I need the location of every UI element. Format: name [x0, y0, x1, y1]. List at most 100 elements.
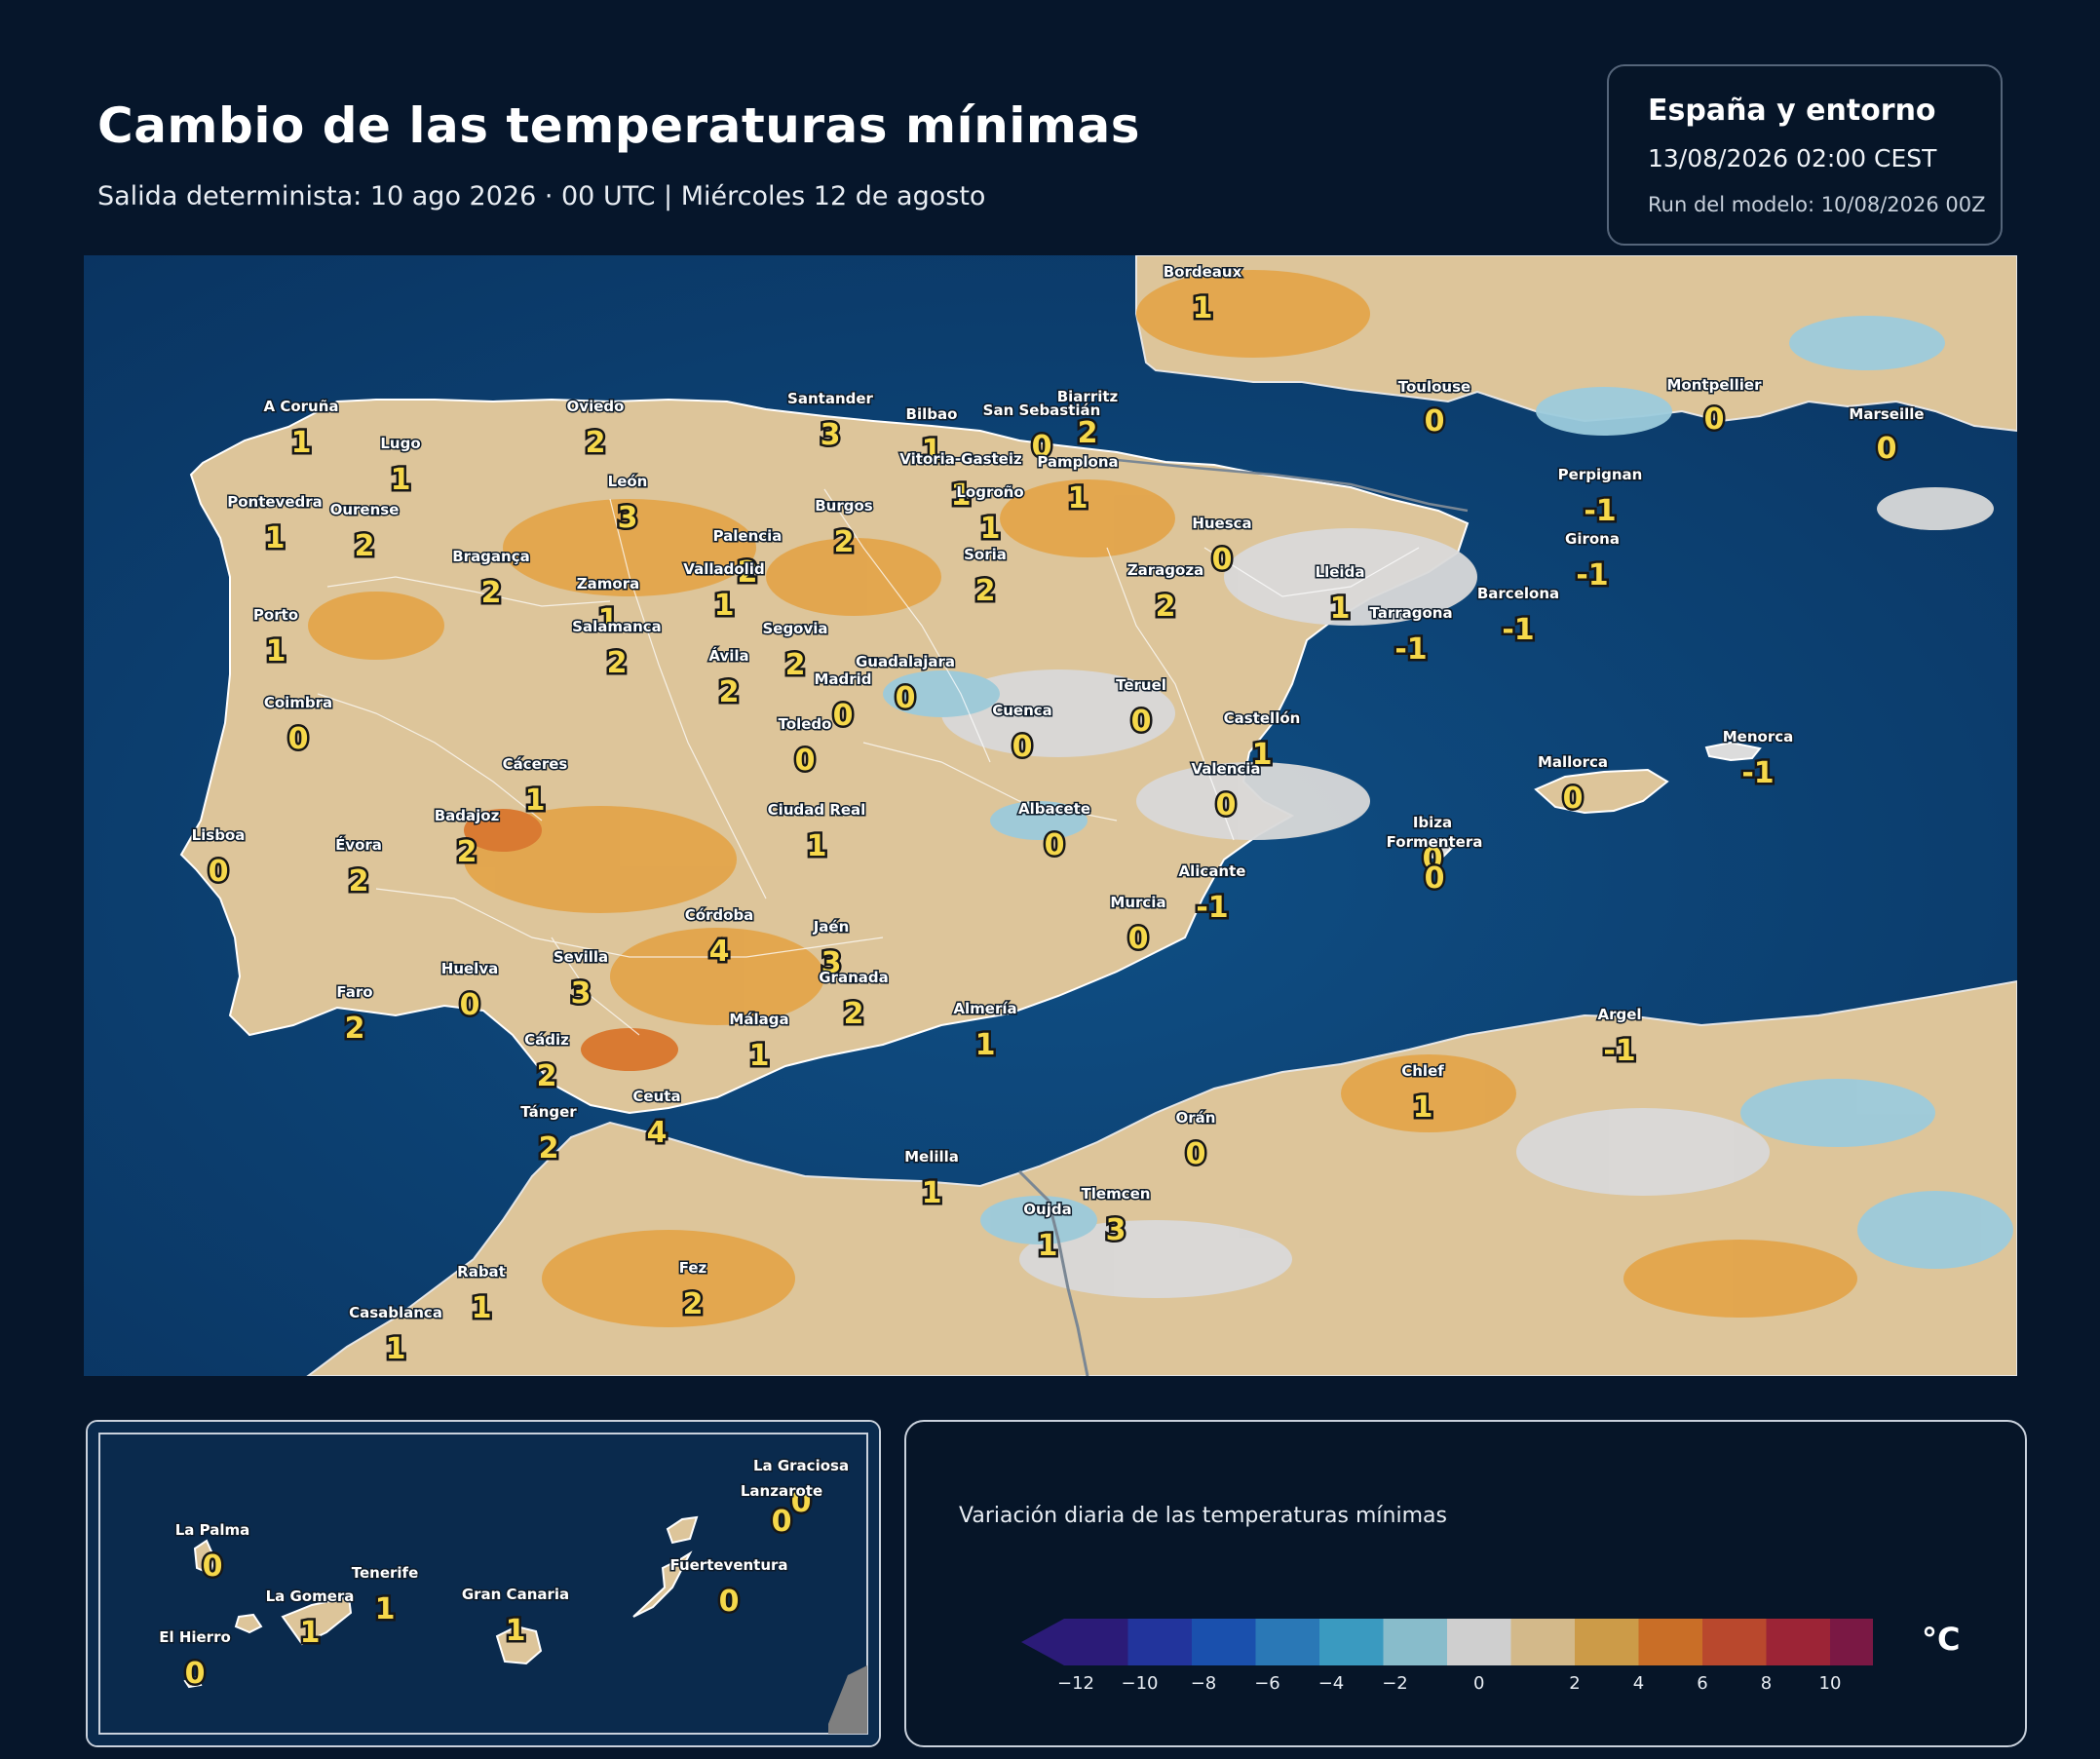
city-marker-rabat[interactable]: Rabat 1	[456, 1262, 508, 1328]
temperature-change-field	[308, 270, 2013, 1327]
city-marker-teruel[interactable]: Teruel 0	[1115, 675, 1168, 742]
city-marker-albacete[interactable]: Albacete 0	[1016, 799, 1091, 865]
temperature-change-value: 0	[772, 1505, 792, 1539]
temperature-change-value: 0	[1212, 543, 1233, 577]
city-marker-tlemcen[interactable]: Tlemcen 3	[1080, 1184, 1152, 1250]
city-marker-santander[interactable]: Santander 3	[786, 389, 875, 455]
city-name: Casablanca	[349, 1304, 442, 1321]
city-marker-jaen[interactable]: Jaén 3	[811, 917, 851, 983]
main-map[interactable]: Bordeaux 1 Toulouse 0 Montpellier 0 Marseille 0…	[84, 255, 2017, 1376]
city-marker-pontevedra[interactable]: Pontevedra 1	[226, 492, 325, 558]
temperature-change-value: 0	[833, 699, 854, 733]
temperature-change-value: -1	[1196, 891, 1228, 925]
city-marker-segovia[interactable]: Segovia 2	[761, 619, 829, 685]
city-marker-guadalajara[interactable]: Guadalajara 0	[854, 652, 956, 718]
region-label: España y entorno	[1648, 94, 1936, 128]
colorbar-segment	[1383, 1619, 1448, 1665]
city-marker-alicante[interactable]: Alicante -1	[1177, 861, 1247, 928]
city-marker-pamplona[interactable]: Pamplona 1	[1036, 452, 1120, 518]
island-marker-el-hierro[interactable]: El Hierro 0	[158, 1627, 233, 1694]
city-marker-coimbra[interactable]: Coimbra 0	[262, 693, 333, 759]
city-name: Marseille	[1849, 405, 1924, 423]
city-marker-ibiza[interactable]: Ibiza 0	[1411, 813, 1453, 879]
city-marker-cadiz[interactable]: Cádiz 2	[523, 1030, 571, 1096]
city-marker-barcelona[interactable]: Barcelona -1	[1475, 584, 1560, 650]
city-marker-soria[interactable]: Soria 2	[963, 545, 1009, 611]
city-marker-valladolid[interactable]: Valladolid 1	[682, 559, 766, 626]
city-marker-tarragona[interactable]: Tarragona -1	[1368, 603, 1454, 669]
city-marker-fez[interactable]: Fez 2	[677, 1258, 708, 1324]
city-marker-bilbao[interactable]: Bilbao 1	[904, 404, 959, 471]
city-marker-oujda[interactable]: Oujda 1	[1022, 1200, 1073, 1266]
city-marker-zaragoza[interactable]: Zaragoza 2	[1126, 560, 1204, 627]
city-marker-oviedo[interactable]: Oviedo 2	[565, 397, 626, 463]
city-marker-huesca[interactable]: Huesca 0	[1191, 514, 1253, 580]
city-marker-lugo[interactable]: Lugo 1	[379, 434, 422, 500]
island-marker-la-graciosa[interactable]: La Graciosa 0	[751, 1456, 850, 1522]
city-marker-salamanca[interactable]: Salamanca 2	[571, 617, 664, 683]
city-marker-faro[interactable]: Faro 2	[335, 982, 374, 1049]
city-marker-vitoria-gasteiz[interactable]: Vitoria-Gasteiz 1	[898, 449, 1024, 516]
city-marker-sevilla[interactable]: Sevilla 3	[552, 947, 609, 1013]
temperature-change-value: 2	[607, 646, 628, 680]
city-marker-lisboa[interactable]: Lisboa 0	[190, 825, 247, 892]
city-marker-almeria[interactable]: Almería 1	[952, 999, 1018, 1065]
colorbar-segment	[1127, 1619, 1193, 1665]
city-marker-madrid[interactable]: Madrid 0	[813, 669, 873, 736]
city-marker-cuenca[interactable]: Cuenca 0	[991, 701, 1054, 767]
canary-islands-inset[interactable]: La Graciosa 0 Lanzarote 0 La Palma 0 Fuerteven…	[86, 1420, 881, 1747]
city-marker-braganca[interactable]: Bragança 2	[451, 547, 532, 613]
city-marker-zamora[interactable]: Zamora 1	[575, 574, 640, 640]
city-marker-casablanca[interactable]: Casablanca 1	[348, 1303, 444, 1369]
city-marker-perpignan[interactable]: Perpignan -1	[1556, 465, 1644, 531]
city-marker-ceuta[interactable]: Ceuta 4	[631, 1087, 682, 1153]
city-marker-menorca[interactable]: Menorca -1	[1721, 727, 1795, 793]
temperature-change-value: 0	[1425, 861, 1445, 896]
city-marker-ourense[interactable]: Ourense 2	[328, 500, 401, 566]
city-marker-bordeaux[interactable]: Bordeaux 1	[1162, 262, 1243, 328]
city-marker-chlef[interactable]: Chlef 1	[1400, 1061, 1446, 1128]
city-marker-montpellier[interactable]: Montpellier 0	[1665, 375, 1764, 440]
city-marker-burgos[interactable]: Burgos 2	[814, 496, 875, 562]
city-marker-badajoz[interactable]: Badajoz 2	[433, 806, 501, 872]
city-marker-biarritz[interactable]: Biarritz 2	[1055, 387, 1120, 453]
city-marker-logrono[interactable]: Logroño 1	[955, 482, 1025, 549]
city-marker-toulouse[interactable]: Toulouse 0	[1396, 377, 1471, 441]
city-marker-argel[interactable]: Argel -1	[1596, 1005, 1643, 1071]
island-marker-gran-canaria[interactable]: Gran Canaria 1	[460, 1585, 570, 1651]
island-marker-la-palma[interactable]: La Palma 0	[173, 1520, 251, 1587]
city-marker-a-coruna[interactable]: A Coruña 1	[262, 397, 340, 463]
city-marker-valencia[interactable]: Valencia 0	[1190, 759, 1262, 825]
city-marker-huelva[interactable]: Huelva 0	[439, 959, 499, 1025]
city-marker-avila[interactable]: Ávila 2	[707, 645, 750, 712]
island-marker-fuerteventura[interactable]: Fuerteventura 0	[668, 1555, 789, 1622]
inset-frame	[98, 1433, 868, 1735]
city-marker-granada[interactable]: Granada 2	[818, 968, 891, 1034]
island-marker-la-gomera[interactable]: La Gomera 1	[264, 1587, 356, 1653]
city-marker-mallorca[interactable]: Mallorca 0	[1536, 752, 1609, 819]
city-marker-toledo[interactable]: Toledo 0	[777, 714, 833, 781]
temperature-change-value: 0	[460, 988, 480, 1022]
city-marker-lleida[interactable]: Lleida 1	[1314, 562, 1366, 629]
city-marker-girona[interactable]: Girona -1	[1564, 529, 1622, 595]
city-marker-palencia[interactable]: Palencia 2	[711, 526, 783, 593]
city-marker-porto[interactable]: Porto 1	[251, 605, 299, 671]
city-marker-melilla[interactable]: Melilla 1	[903, 1147, 961, 1213]
city-marker-ciudad-real[interactable]: Ciudad Real 1	[766, 800, 867, 866]
city-name: Huelva	[441, 960, 498, 977]
colorbar-segment	[1255, 1619, 1320, 1665]
island-marker-tenerife[interactable]: Tenerife 1	[350, 1563, 420, 1629]
city-marker-caceres[interactable]: Cáceres 1	[501, 754, 569, 821]
city-marker-castellon[interactable]: Castellón 1	[1222, 708, 1302, 775]
city-marker-marseille[interactable]: Marseille 0	[1848, 404, 1926, 469]
city-marker-san-sebastian[interactable]: San Sebastián 0	[981, 401, 1102, 467]
city-marker-oran[interactable]: Orán 0	[1174, 1108, 1217, 1174]
city-marker-leon[interactable]: León 3	[606, 472, 649, 538]
city-marker-cordoba[interactable]: Córdoba 4	[683, 905, 755, 972]
city-marker-evora[interactable]: Évora 2	[334, 834, 384, 901]
city-marker-malaga[interactable]: Málaga 1	[728, 1010, 790, 1076]
city-marker-tanger[interactable]: Tánger 2	[519, 1102, 579, 1168]
city-marker-murcia[interactable]: Murcia 0	[1109, 893, 1167, 959]
